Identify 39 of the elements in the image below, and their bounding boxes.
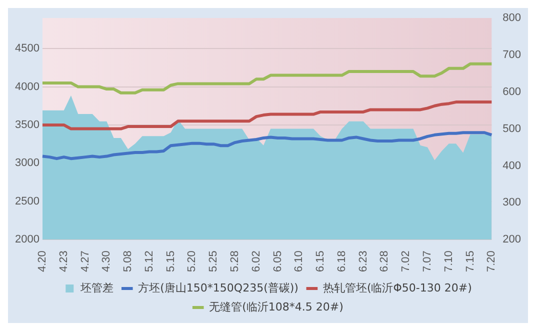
x-tick-label: 6.28 [378, 250, 391, 272]
x-tick-label: 7.02 [400, 250, 412, 272]
y-tick-label: 3000 [14, 157, 40, 170]
x-tick-label: 5.12 [143, 250, 156, 272]
x-tick-label: 6.23 [357, 250, 370, 272]
y2-tick-label: 800 [502, 12, 522, 24]
x-tick-label: 6.18 [336, 250, 348, 272]
x-tick-label: 7.10 [442, 250, 455, 272]
x-tick-label: 6.05 [272, 250, 284, 272]
y2-tick-label: 600 [502, 86, 522, 98]
x-tick-label: 5.15 [164, 250, 177, 272]
x-tick-label: 5.25 [208, 250, 220, 272]
x-tick-label: 6.02 [250, 250, 262, 272]
legend-label: 方坯(唐山150*150Q235(普碳)) [138, 281, 298, 294]
x-tick-label: 5.08 [122, 250, 134, 272]
y-tick-label: 4500 [14, 42, 40, 55]
x-tick-label: 4.27 [79, 250, 92, 272]
y-tick-label: 2500 [14, 195, 40, 208]
x-tick-label: 6.10 [293, 250, 306, 272]
legend-label: 热轧管坯(临沂Φ50-130 20#) [322, 281, 472, 294]
x-tick-label: 5.20 [186, 250, 198, 272]
x-tick-label: 7.07 [422, 250, 434, 272]
y2-tick-label: 400 [502, 160, 522, 172]
x-tick-label: 4.20 [36, 250, 48, 272]
x-tick-label: 4.23 [58, 250, 70, 272]
y-tick-label: 3500 [14, 119, 40, 132]
y-tick-label: 2000 [14, 234, 40, 246]
x-tick-label: 4.30 [100, 250, 113, 272]
legend-label: 坯管差 [80, 281, 114, 294]
x-tick-label: 5.28 [229, 250, 242, 272]
legend-label: 无缝管(临沂108*4.5 20#) [209, 300, 344, 314]
x-tick-label: 7.20 [486, 250, 498, 272]
y2-tick-label: 200 [502, 234, 522, 246]
x-tick-label: 7.15 [464, 250, 476, 272]
x-tick-label: 6.15 [314, 250, 327, 272]
y2-tick-label: 700 [502, 48, 522, 61]
y2-tick-label: 500 [502, 122, 522, 135]
y2-tick-label: 300 [502, 196, 522, 209]
y-tick-label: 4000 [14, 80, 40, 93]
